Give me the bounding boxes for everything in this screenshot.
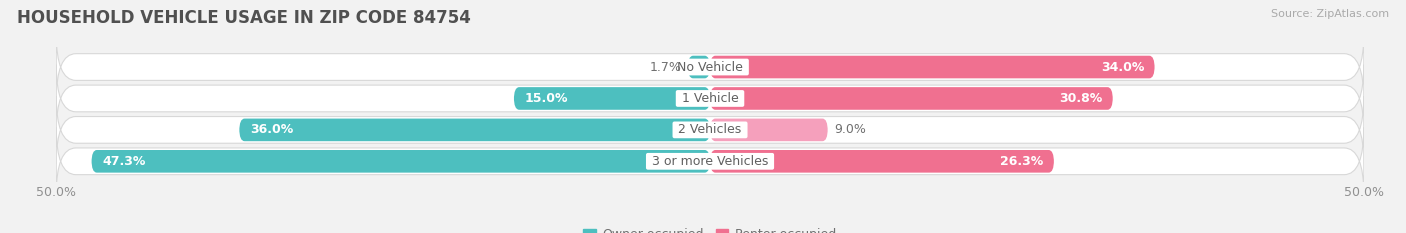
Text: 3 or more Vehicles: 3 or more Vehicles [648,155,772,168]
Text: 15.0%: 15.0% [524,92,568,105]
Text: 1 Vehicle: 1 Vehicle [678,92,742,105]
Text: 30.8%: 30.8% [1059,92,1102,105]
Text: 2 Vehicles: 2 Vehicles [675,123,745,136]
Text: 34.0%: 34.0% [1101,61,1144,74]
FancyBboxPatch shape [56,96,1364,164]
FancyBboxPatch shape [56,65,1364,132]
FancyBboxPatch shape [56,127,1364,195]
FancyBboxPatch shape [710,87,1112,110]
Text: HOUSEHOLD VEHICLE USAGE IN ZIP CODE 84754: HOUSEHOLD VEHICLE USAGE IN ZIP CODE 8475… [17,9,471,27]
Text: 9.0%: 9.0% [834,123,866,136]
FancyBboxPatch shape [515,87,710,110]
Legend: Owner-occupied, Renter-occupied: Owner-occupied, Renter-occupied [578,223,842,233]
Text: No Vehicle: No Vehicle [673,61,747,74]
Text: 47.3%: 47.3% [103,155,145,168]
Text: 36.0%: 36.0% [250,123,292,136]
FancyBboxPatch shape [91,150,710,173]
FancyBboxPatch shape [710,150,1054,173]
FancyBboxPatch shape [239,119,710,141]
FancyBboxPatch shape [710,56,1154,78]
Text: Source: ZipAtlas.com: Source: ZipAtlas.com [1271,9,1389,19]
FancyBboxPatch shape [688,56,710,78]
FancyBboxPatch shape [56,33,1364,101]
Text: 26.3%: 26.3% [1000,155,1043,168]
Text: 1.7%: 1.7% [650,61,682,74]
FancyBboxPatch shape [710,119,828,141]
